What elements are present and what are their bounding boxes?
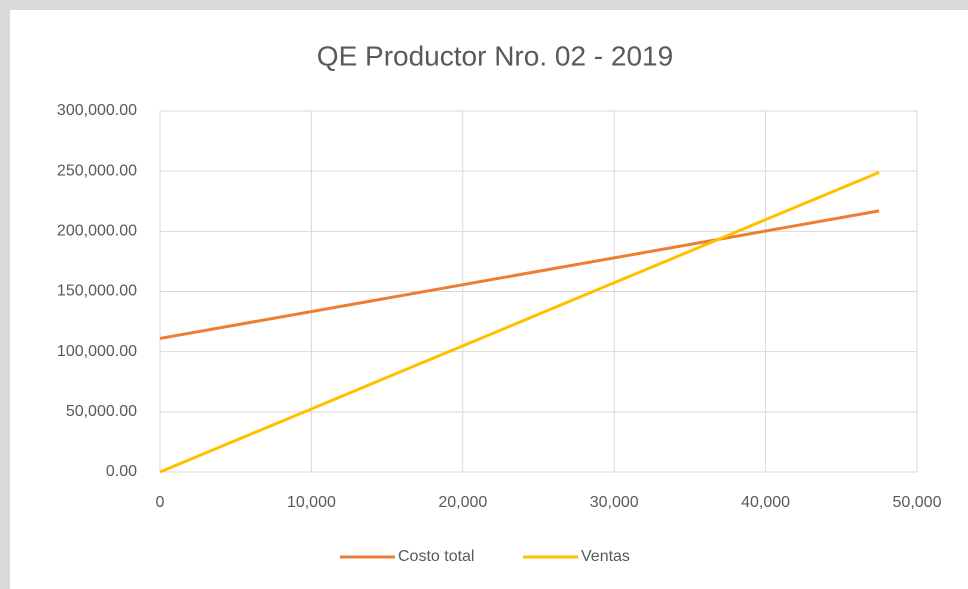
series-line: [159, 170, 880, 474]
legend-label: Costo total: [398, 548, 474, 565]
x-tick-label: 40,000: [741, 494, 790, 511]
y-tick-label: 250,000.00: [57, 162, 137, 179]
x-tick-label: 0: [156, 494, 165, 511]
x-tick-label: 50,000: [893, 494, 942, 511]
chart-area: [10, 10, 968, 589]
y-tick-label: 300,000.00: [57, 102, 137, 119]
x-tick-label: 30,000: [590, 494, 639, 511]
series-line: [159, 209, 880, 340]
x-tick-label: 20,000: [438, 494, 487, 511]
y-tick-label: 150,000.00: [57, 283, 137, 300]
y-tick-label: 200,000.00: [57, 223, 137, 240]
y-tick-label: 50,000.00: [66, 403, 137, 420]
x-tick-label: 10,000: [287, 494, 336, 511]
legend-label: Ventas: [581, 548, 630, 565]
y-tick-label: 100,000.00: [57, 343, 137, 360]
chart-title: QE Productor Nro. 02 - 2019: [317, 40, 673, 71]
y-tick-label: 0.00: [106, 463, 137, 480]
